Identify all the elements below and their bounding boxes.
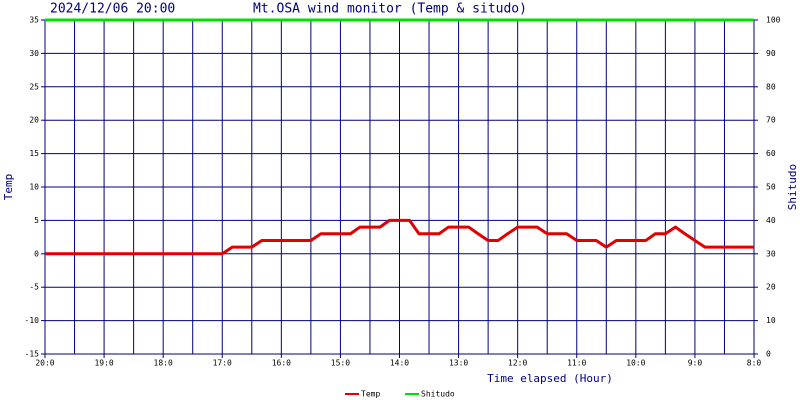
y2-tick-label: 10 (766, 316, 776, 325)
x-tick-label: 10:0 (626, 359, 645, 368)
y2-tick-label: 80 (766, 82, 776, 91)
x-tick-label: 16:0 (272, 359, 291, 368)
x-tick-label: 15:0 (331, 359, 350, 368)
y-tick-label: 25 (29, 82, 39, 91)
y2-tick-label: 0 (766, 350, 771, 359)
y2-axis-label: Shitudo (786, 164, 799, 210)
y2-tick-label: 20 (766, 283, 776, 292)
y2-tick-label: 30 (766, 249, 776, 258)
x-tick-label: 20:0 (35, 359, 54, 368)
x-tick-label: 9:0 (688, 359, 703, 368)
y-tick-label: 30 (29, 49, 39, 58)
x-tick-label: 12:0 (508, 359, 527, 368)
y-tick-label: -10 (25, 316, 40, 325)
y-tick-label: 5 (34, 216, 39, 225)
y-tick-label: 0 (34, 249, 39, 258)
y-tick-label: 35 (29, 16, 39, 25)
y-axis-label: Temp (2, 174, 15, 201)
legend-label: Shitudo (421, 390, 455, 399)
x-tick-label: 13:0 (449, 359, 468, 368)
y2-tick-label: 100 (766, 16, 781, 25)
y-tick-label: -15 (25, 350, 40, 359)
y-tick-label: 10 (29, 183, 39, 192)
x-axis-label: Time elapsed (Hour) (487, 372, 613, 385)
y2-tick-label: 60 (766, 149, 776, 158)
x-tick-label: 8:0 (747, 359, 762, 368)
chart-subtitle: 2024/12/06 20:00 (50, 2, 175, 17)
x-tick-label: 14:0 (390, 359, 409, 368)
y2-tick-label: 90 (766, 49, 776, 58)
x-tick-label: 11:0 (567, 359, 586, 368)
legend-label: Temp (361, 390, 380, 399)
y-tick-label: -5 (29, 283, 39, 292)
y-tick-label: 20 (29, 116, 39, 125)
y-tick-label: 15 (29, 149, 39, 158)
y2-tick-label: 50 (766, 183, 776, 192)
series-line (45, 218, 754, 256)
x-tick-label: 18:0 (154, 359, 173, 368)
chart-title: Mt.OSA wind monitor (Temp & situdo) (253, 2, 527, 17)
y2-tick-label: 70 (766, 116, 776, 125)
x-tick-label: 17:0 (213, 359, 232, 368)
x-tick-label: 19:0 (94, 359, 113, 368)
y2-tick-label: 40 (766, 216, 776, 225)
